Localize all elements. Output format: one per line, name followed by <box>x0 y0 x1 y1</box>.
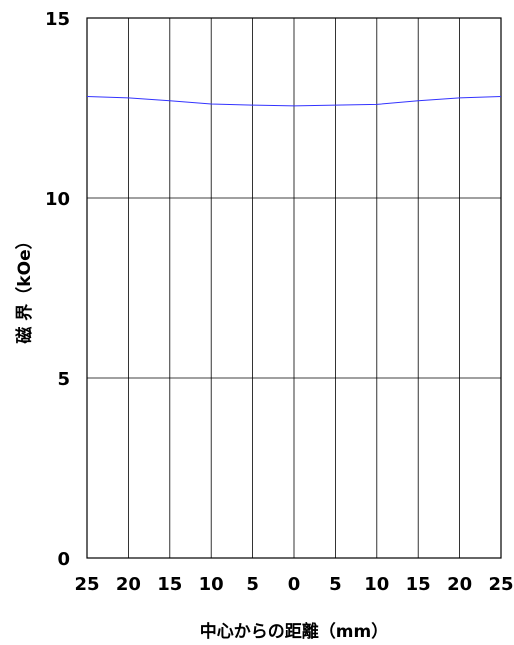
horizontal-gridlines <box>87 197 501 379</box>
x-tick-label: 5 <box>329 574 342 595</box>
y-tick-labels: 0 5 10 15 <box>45 9 70 570</box>
x-tick-labels: 25 20 15 10 5 0 5 10 15 20 25 <box>74 574 513 595</box>
x-tick-label: 20 <box>447 574 472 595</box>
x-axis-title: 中心からの距離（mm） <box>200 621 388 642</box>
x-tick-label: 25 <box>74 574 99 595</box>
x-tick-label: 15 <box>406 574 431 595</box>
x-tick-label: 0 <box>288 574 301 595</box>
x-tick-label: 25 <box>488 574 513 595</box>
y-tick-label: 15 <box>45 9 70 30</box>
plot-area-frame <box>86 17 502 559</box>
y-tick-label: 5 <box>57 369 70 390</box>
x-tick-label: 10 <box>364 574 389 595</box>
vertical-gridlines <box>127 18 461 558</box>
x-tick-label: 20 <box>116 574 141 595</box>
x-tick-label: 10 <box>199 574 224 595</box>
x-tick-label: 15 <box>157 574 182 595</box>
y-tick-label: 10 <box>45 189 70 210</box>
x-tick-label: 5 <box>246 574 259 595</box>
y-axis-title: 磁 界（kOe） <box>14 232 35 343</box>
series-layer <box>86 95 502 107</box>
y-tick-label: 0 <box>57 549 70 570</box>
series-line <box>86 95 502 107</box>
